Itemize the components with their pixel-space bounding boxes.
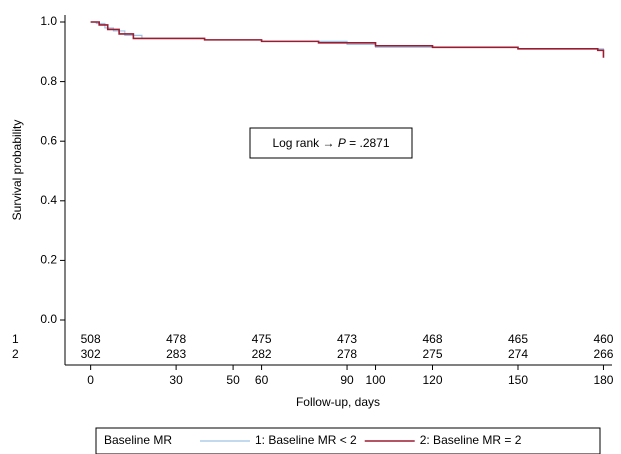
legend-title: Baseline MR [104,433,172,447]
risk-count: 266 [593,347,613,361]
annotation-text: P [338,136,346,150]
legend-label: 1: Baseline MR < 2 [255,433,357,447]
y-axis-title: Survival probability [10,120,24,221]
risk-count: 465 [508,332,528,346]
risk-count: 283 [166,347,186,361]
y-tick-label: 0.6 [40,133,57,147]
x-tick-label: 100 [366,373,386,387]
y-tick-label: 0.2 [40,253,57,267]
x-tick-label: 90 [340,373,354,387]
x-axis-title: Follow-up, days [296,395,380,409]
y-tick-label: 1.0 [40,14,57,28]
annotation: Log rank → P = .2871 [272,136,389,150]
risk-count: 275 [423,347,443,361]
risk-count: 278 [337,347,357,361]
x-tick-label: 150 [508,373,528,387]
x-tick-label: 60 [255,373,269,387]
annotation-text: = .2871 [346,136,390,150]
annotation-text: Log rank → [272,136,337,150]
survival-curve [90,21,605,58]
risk-count: 478 [166,332,186,346]
x-tick-label: 0 [87,373,94,387]
risk-count: 460 [593,332,613,346]
risk-count: 473 [337,332,357,346]
survival-curve [90,21,605,51]
x-tick-label: 180 [593,373,613,387]
x-tick-label: 50 [226,373,240,387]
legend-box [95,427,601,454]
risk-count: 302 [81,347,101,361]
risk-count: 274 [508,347,528,361]
legend-label: 2: Baseline MR = 2 [420,433,522,447]
risk-count: 508 [81,332,101,346]
x-tick-label: 30 [169,373,183,387]
risk-row-label: 2 [12,347,19,361]
risk-row-label: 1 [12,332,19,346]
risk-count: 282 [252,347,272,361]
annotation-box [249,127,413,159]
y-tick-label: 0.4 [40,193,57,207]
x-tick-label: 120 [423,373,443,387]
y-tick-label: 0.8 [40,74,57,88]
risk-count: 468 [423,332,443,346]
y-tick-label: 0.0 [40,312,57,326]
risk-count: 475 [252,332,272,346]
